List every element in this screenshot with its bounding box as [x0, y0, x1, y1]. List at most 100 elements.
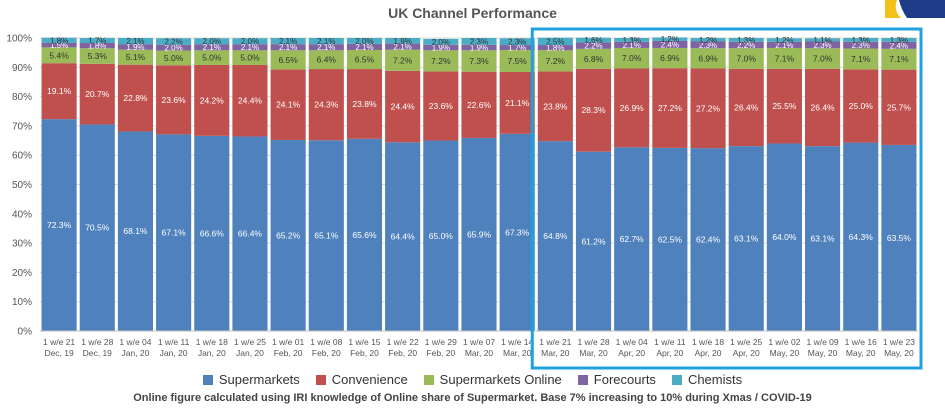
bar-segment: [728, 38, 764, 42]
data-label: 1.3%: [852, 36, 870, 45]
bar-segment: [690, 38, 726, 42]
data-label: 28.3%: [581, 105, 606, 115]
x-tick-label: Mar, 20: [503, 348, 532, 358]
data-label: 5.1%: [126, 52, 146, 62]
y-tick-label: 100%: [6, 34, 32, 45]
data-label: 7.0%: [737, 54, 757, 64]
x-tick-label: 1 w/e 01: [272, 337, 304, 347]
x-tick-label: Feb, 20: [350, 348, 379, 358]
data-label: 64.3%: [849, 232, 874, 242]
legend-label: Forecourts: [593, 372, 656, 387]
legend-swatch: [202, 375, 213, 385]
bar-segment: [575, 48, 612, 69]
data-label: 2.2%: [737, 41, 755, 50]
bar-segment: [766, 38, 802, 42]
data-label: 2.3%: [852, 41, 870, 50]
x-tick-label: Apr, 20: [695, 348, 722, 358]
data-label: 22.6%: [467, 100, 492, 110]
legend-item: Supermarkets Online: [423, 372, 562, 387]
data-label: 6.8%: [584, 54, 604, 64]
data-label: 2.3%: [508, 38, 526, 47]
bar-segment: [79, 42, 115, 49]
x-tick-label: Dec, 19: [83, 348, 113, 358]
bar-segment: [728, 48, 764, 69]
bar-segment: [652, 47, 688, 69]
x-tick-label: 1 w/e 22: [387, 337, 419, 347]
x-tick-label: May, 20: [770, 348, 800, 358]
x-tick-label: May, 20: [846, 348, 876, 358]
data-label: 65.2%: [276, 230, 301, 240]
legend-swatch: [315, 375, 326, 385]
bar-segment: [461, 137, 497, 331]
bar-segment: [232, 44, 268, 51]
bar-segment: [308, 44, 344, 51]
y-tick-label: 30%: [12, 239, 32, 250]
stacked-bar-chart: 0% 10% 20% 30% 40% 50% 60% 70% 80% 90% 100% 72.3% 19…: [6, 27, 923, 370]
data-label: 2.1%: [394, 43, 412, 52]
data-label: 64.0%: [772, 232, 797, 242]
chart-title: UK Channel Performance: [388, 5, 557, 21]
data-label: 1.8%: [88, 42, 106, 51]
x-tick-label: Apr, 20: [656, 348, 683, 358]
x-tick-label: 1 w/e 04: [616, 337, 648, 347]
bar-segment: [499, 45, 535, 51]
bar-segment: [461, 50, 497, 72]
bar-segment: [728, 41, 764, 49]
data-label: 19.1%: [47, 86, 72, 96]
data-label: 5.0%: [240, 53, 260, 63]
bar-segment: [423, 71, 459, 141]
x-tick-label: Feb, 20: [426, 348, 455, 358]
bar-segment: [423, 38, 459, 45]
x-tick-label: May, 20: [808, 348, 838, 358]
bar-segment: [766, 143, 802, 331]
data-label: 26.4%: [734, 102, 759, 112]
data-label: 66.4%: [238, 229, 263, 239]
data-label: 5.4%: [49, 50, 69, 60]
bar-segment: [308, 69, 344, 141]
legend-label: Supermarkets: [218, 372, 300, 387]
x-tick-label: Mar, 20: [465, 348, 494, 358]
bar-segment: [881, 69, 917, 145]
data-label: 2.3%: [470, 37, 488, 46]
bar-segment: [537, 71, 573, 142]
bar-segment: [614, 68, 650, 148]
bar-segment: [270, 38, 306, 45]
x-tick-label: 1 w/e 07: [463, 337, 495, 347]
data-label: 2.1%: [317, 43, 335, 52]
bar-segment: [614, 41, 650, 48]
x-tick-label: Apr, 20: [733, 348, 760, 358]
bar-segment: [232, 64, 268, 137]
bar-segment: [614, 47, 650, 69]
data-label: 7.1%: [851, 54, 871, 64]
data-label: 1.2%: [775, 36, 793, 45]
bar-segment: [117, 38, 153, 45]
legend-label: Supermarkets Online: [439, 372, 562, 387]
data-label: 65.1%: [314, 231, 339, 241]
data-label: 1.6%: [584, 36, 602, 45]
x-tick-label: 1 w/e 11: [654, 337, 686, 347]
data-label: 67.1%: [162, 228, 187, 238]
data-label: 27.2%: [658, 103, 683, 113]
data-label: 65.0%: [429, 231, 454, 241]
data-label: 2.5%: [546, 37, 564, 46]
x-tick-label: 1 w/e 25: [234, 337, 266, 347]
x-tick-label: May, 20: [884, 348, 914, 358]
bar-segment: [537, 141, 573, 331]
data-label: 70.5%: [85, 223, 110, 233]
data-label: 25.5%: [772, 101, 797, 111]
data-label: 23.8%: [352, 99, 377, 109]
bar-segment: [728, 68, 764, 147]
bar-segment: [690, 148, 726, 331]
bar-segment: [41, 42, 77, 48]
bar-segment: [346, 50, 383, 70]
data-label: 62.7%: [620, 234, 645, 244]
data-label: 1.3%: [890, 36, 908, 45]
x-tick-label: Jan, 20: [160, 348, 188, 358]
bar-segment: [423, 44, 459, 51]
bar-segment: [117, 64, 153, 132]
legend-label: Convenience: [331, 372, 408, 387]
bar-segment: [881, 38, 917, 42]
data-label: 5.0%: [202, 53, 222, 63]
x-tick-label: 1 w/e 28: [577, 337, 609, 347]
data-label: 2.1%: [126, 37, 144, 46]
